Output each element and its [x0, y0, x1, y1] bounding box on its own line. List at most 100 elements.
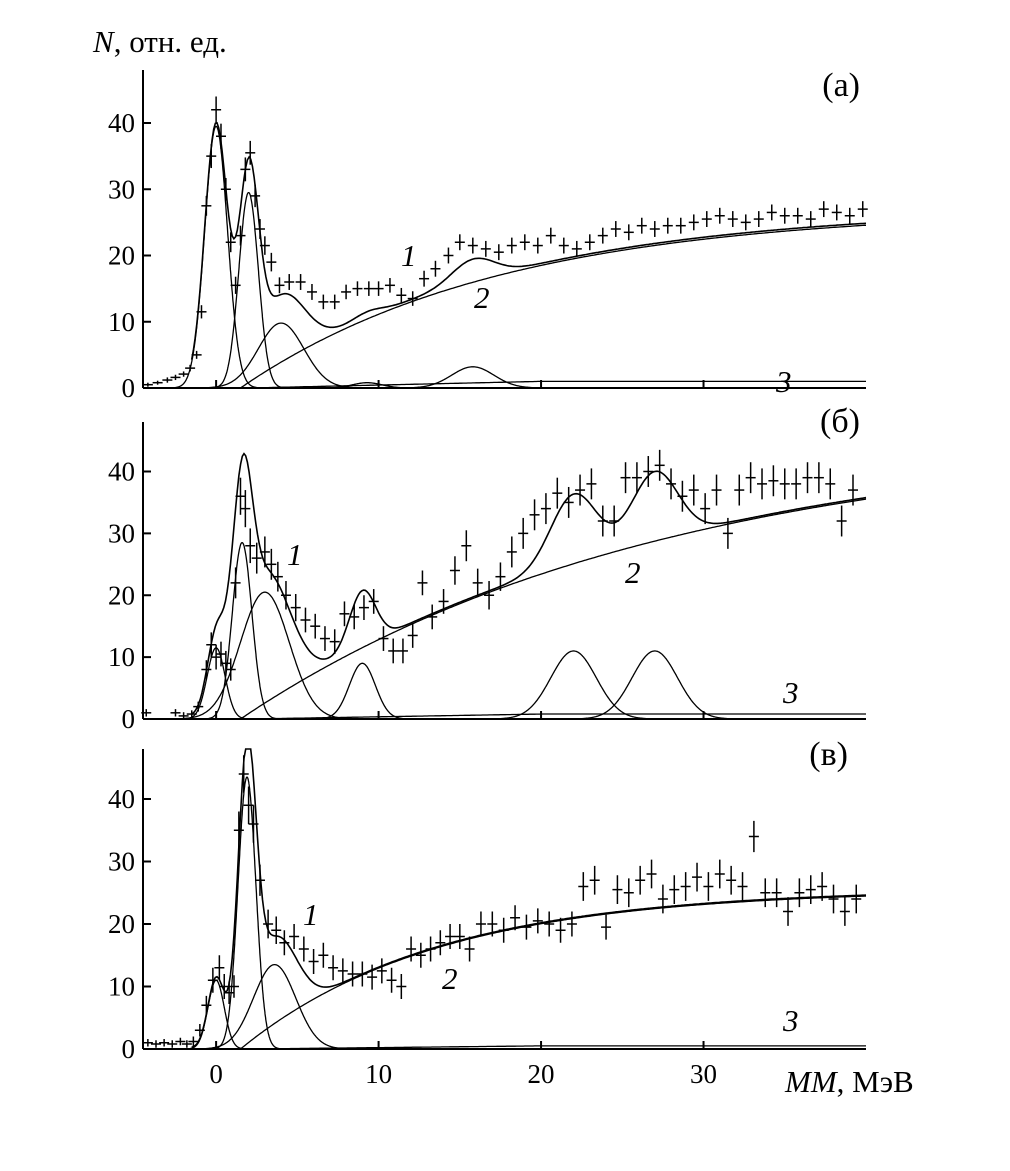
data-point	[805, 211, 816, 228]
data-point	[337, 958, 348, 984]
data-point	[454, 234, 465, 251]
data-point	[805, 875, 816, 904]
data-point	[734, 474, 745, 506]
x-axis-tick-labels: 0 10 20 30	[209, 1059, 717, 1089]
data-point	[271, 916, 282, 944]
data-point	[225, 658, 236, 681]
data-point	[194, 1024, 205, 1037]
data-point	[178, 712, 189, 719]
data-point	[419, 270, 430, 287]
panel-label: (в)	[809, 736, 848, 773]
data-point	[726, 865, 737, 895]
x-axis-symbol: MM	[784, 1064, 839, 1099]
data-point	[201, 995, 212, 1015]
data-point	[464, 936, 475, 962]
data-point	[417, 570, 428, 596]
y-tick-label: 30	[108, 518, 135, 548]
peak-curve	[190, 322, 373, 389]
data-point	[254, 864, 265, 896]
data-point	[300, 607, 311, 633]
data-point	[532, 908, 543, 934]
data-point	[363, 281, 374, 296]
x-axis-title: MM, МэВ	[784, 1064, 914, 1099]
data-point	[250, 184, 261, 208]
data-point	[245, 528, 256, 564]
data-point	[378, 626, 389, 651]
data-point	[310, 613, 321, 639]
panel-label: (б)	[820, 403, 860, 440]
data-point	[162, 377, 173, 383]
data-point	[558, 237, 569, 254]
data-point	[454, 924, 465, 949]
data-point	[240, 490, 251, 528]
data-point	[589, 865, 600, 895]
data-point	[263, 909, 274, 939]
data-point	[188, 1036, 199, 1047]
data-point	[813, 462, 824, 494]
data-point	[484, 581, 495, 610]
peak-curve	[482, 650, 665, 720]
data-point	[649, 221, 660, 237]
data-point	[367, 964, 378, 990]
data-point	[230, 567, 241, 599]
curve-label-3: 3	[775, 364, 792, 399]
data-point	[306, 283, 317, 300]
peak-curve	[563, 650, 746, 720]
data-point	[243, 786, 254, 824]
y-tick-label: 30	[108, 174, 135, 204]
data-point	[532, 237, 543, 254]
other-curve	[216, 713, 866, 720]
x-tick-label: 30	[690, 1059, 717, 1089]
data-point	[407, 623, 418, 648]
data-point	[266, 548, 277, 580]
data-point	[597, 227, 608, 244]
data-point	[700, 493, 711, 525]
data-point	[609, 505, 620, 537]
y-tick-label: 0	[122, 704, 136, 734]
data-point	[792, 207, 803, 224]
data-point	[828, 884, 839, 914]
total-curve	[191, 452, 867, 715]
data-point	[445, 924, 456, 949]
data-point	[545, 227, 556, 244]
data-point	[328, 955, 339, 981]
data-point	[680, 872, 691, 901]
data-point	[396, 287, 407, 303]
data-point	[352, 281, 363, 296]
data-point	[544, 911, 555, 937]
data-point	[193, 701, 204, 712]
data-point	[357, 961, 368, 987]
data-point	[329, 629, 340, 655]
data-point	[662, 217, 673, 234]
data-point	[506, 237, 517, 254]
data-point	[233, 811, 244, 849]
data-point	[760, 878, 771, 908]
data-point	[170, 374, 181, 381]
data-point	[167, 1040, 178, 1048]
curve-label-1: 1	[287, 537, 303, 572]
data-point	[848, 474, 859, 506]
data-point	[319, 626, 330, 651]
data-point	[688, 474, 699, 506]
data-point	[274, 277, 285, 294]
data-point	[206, 632, 217, 658]
y-tick-label: 0	[122, 373, 136, 403]
data-point	[211, 96, 222, 123]
data-point	[768, 465, 779, 497]
curve-label-1: 1	[401, 238, 417, 273]
data-point	[612, 875, 623, 904]
data-point	[552, 477, 563, 509]
data-point	[506, 536, 517, 568]
data-point	[219, 974, 230, 999]
data-point	[783, 897, 794, 926]
data-point	[425, 936, 436, 962]
data-point	[636, 217, 647, 234]
data-point	[703, 872, 714, 901]
data-point	[666, 468, 677, 500]
data-point	[701, 211, 712, 228]
data-point	[141, 709, 152, 717]
y-tick-label: 40	[108, 108, 135, 138]
data-point	[308, 949, 319, 974]
data-point	[201, 195, 212, 216]
data-point	[295, 274, 306, 290]
